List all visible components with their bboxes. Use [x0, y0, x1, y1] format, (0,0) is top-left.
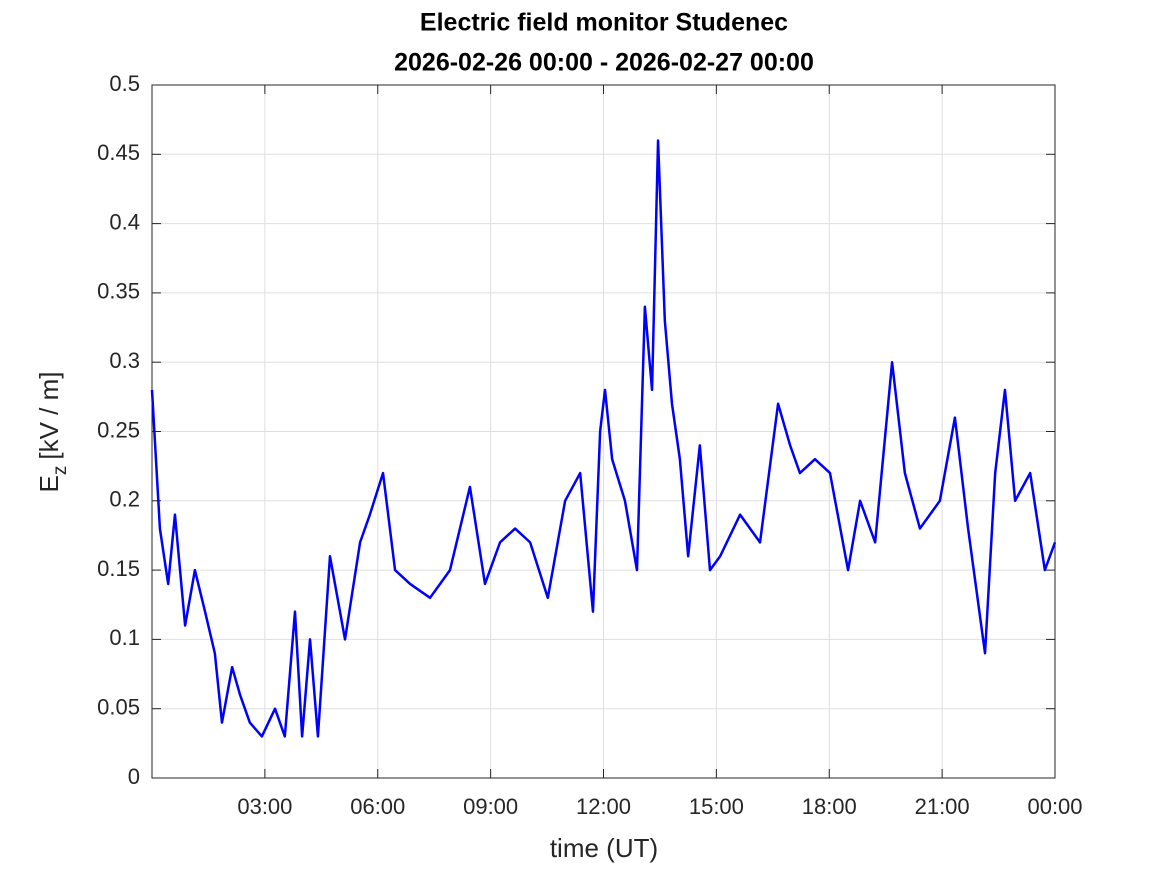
y-tick-label: 0.35 — [97, 279, 140, 304]
data-line — [150, 139, 1057, 738]
chart-subtitle: 2026-02-26 00:00 - 2026-02-27 00:00 — [394, 49, 814, 77]
x-tick-label: 06:00 — [350, 794, 405, 819]
x-tick-label: 15:00 — [689, 794, 744, 819]
y-tick-label: 0.4 — [109, 209, 140, 234]
y-label-symbol: E — [34, 475, 64, 492]
x-axis-label: time (UT) — [550, 833, 658, 863]
y-tick-label: 0.3 — [109, 348, 140, 373]
y-tick-label: 0.2 — [109, 487, 140, 512]
y-tick-label: 0.25 — [97, 417, 140, 442]
y-tick-label: 0.1 — [109, 625, 140, 650]
y-tick-label: 0.45 — [97, 140, 140, 165]
y-axis-label: Ez [kV / m] — [34, 372, 71, 493]
y-label-subscript: z — [50, 466, 71, 476]
y-tick-label: 0.15 — [97, 556, 140, 581]
y-tick-label: 0.05 — [97, 695, 140, 720]
x-tick-label: 12:00 — [576, 794, 631, 819]
x-tick-label: 21:00 — [915, 794, 970, 819]
chart-title: Electric field monitor Studenec — [420, 9, 788, 37]
x-tick-label: 18:00 — [802, 794, 857, 819]
x-tick-label: 09:00 — [463, 794, 518, 819]
y-tick-label: 0.5 — [109, 71, 140, 96]
y-label-unit: [kV / m] — [34, 372, 64, 460]
x-tick-label: 03:00 — [237, 794, 292, 819]
x-tick-label: 00:00 — [1027, 794, 1082, 819]
y-tick-label: 0 — [128, 764, 140, 789]
plot-frame — [151, 84, 1056, 779]
